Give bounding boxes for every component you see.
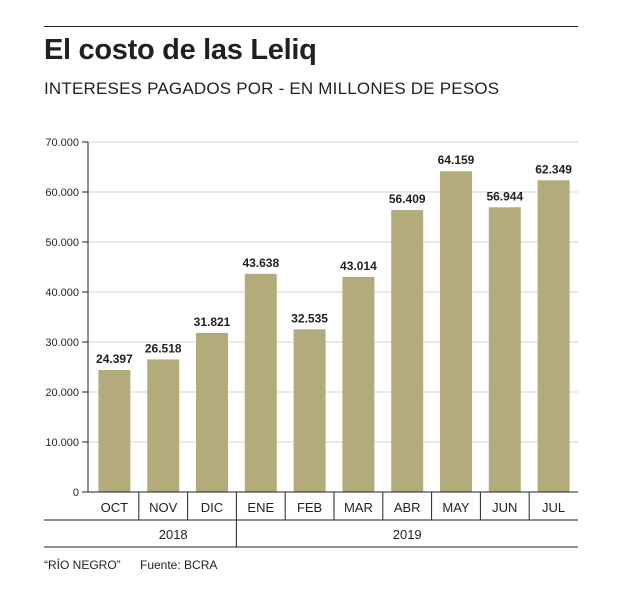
bar — [196, 332, 228, 492]
x-tick-label: ABR — [394, 500, 421, 515]
data-label: 43.638 — [242, 256, 279, 270]
x-tick-label: DIC — [201, 500, 223, 515]
bar — [293, 329, 326, 492]
footer-credit: “RÍO NEGRO” — [44, 558, 121, 572]
bar — [391, 209, 424, 492]
x-tick-label: OCT — [101, 500, 129, 515]
x-tick-label: MAY — [442, 500, 470, 515]
bar — [440, 171, 472, 492]
data-label: 62.349 — [535, 162, 572, 176]
data-label: 64.159 — [438, 153, 475, 167]
x-tick-label: ENE — [247, 500, 274, 515]
data-label: 31.821 — [194, 315, 231, 329]
year-label: 2018 — [159, 527, 188, 542]
data-label: 56.944 — [486, 189, 523, 203]
x-tick-label: JUL — [542, 500, 565, 515]
y-tick-label: 20.000 — [45, 387, 79, 399]
bar — [342, 276, 375, 492]
top-rule — [44, 26, 578, 27]
data-label: 32.535 — [291, 311, 328, 325]
y-tick-label: 10.000 — [45, 437, 79, 449]
year-label: 2019 — [393, 527, 422, 542]
x-tick-label: NOV — [149, 500, 178, 515]
y-tick-label: 0 — [73, 487, 79, 499]
y-tick-label: 40.000 — [45, 287, 79, 299]
bar — [98, 370, 131, 492]
data-label: 43.014 — [340, 259, 377, 273]
x-tick-label: FEB — [297, 500, 322, 515]
chart-title: El costo de las Leliq — [44, 34, 317, 66]
y-tick-label: 70.000 — [45, 137, 79, 149]
x-tick-label: JUN — [492, 500, 517, 515]
x-tick-label: MAR — [344, 500, 373, 515]
y-tick-label: 30.000 — [45, 337, 79, 349]
data-label: 26.518 — [145, 341, 182, 355]
bar — [488, 207, 521, 492]
chart-subtitle: INTERESES PAGADOS POR - EN MILLONES DE P… — [44, 79, 500, 98]
data-label: 56.409 — [389, 192, 426, 206]
y-tick-label: 50.000 — [45, 237, 79, 249]
bar — [244, 273, 277, 492]
footer-source: Fuente: BCRA — [140, 558, 218, 572]
data-label: 24.397 — [96, 352, 133, 366]
bar — [147, 359, 180, 492]
y-tick-label: 60.000 — [45, 187, 79, 199]
bar — [537, 180, 570, 492]
